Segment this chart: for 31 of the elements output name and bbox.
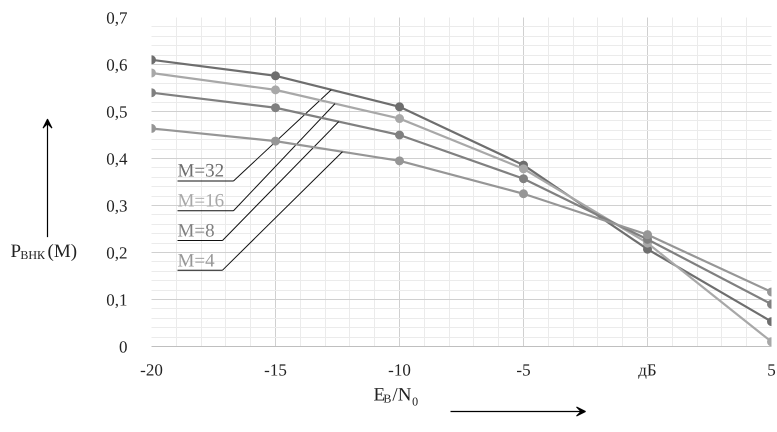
point bbox=[519, 174, 528, 184]
point bbox=[395, 130, 404, 140]
y-tick-label: 0,7 bbox=[106, 8, 128, 28]
point bbox=[271, 103, 280, 112]
x-tick-label: -5 bbox=[516, 360, 531, 380]
point bbox=[271, 71, 280, 80]
y-axis-title: PВНК(M) bbox=[10, 241, 78, 262]
point bbox=[643, 230, 652, 240]
point bbox=[271, 85, 280, 94]
point bbox=[395, 156, 404, 166]
x-tick-label: 5 bbox=[767, 360, 776, 380]
point bbox=[519, 189, 528, 198]
point bbox=[271, 136, 280, 146]
y-tick-label: 0,2 bbox=[106, 244, 128, 262]
text: M=4 bbox=[178, 250, 216, 272]
y-tick-label: 0,3 bbox=[106, 196, 128, 216]
x-tick-label: -10 bbox=[388, 360, 411, 380]
x-tick-label: дБ bbox=[638, 360, 657, 380]
y-tick-label: 0 bbox=[119, 338, 128, 356]
y-tick-label: 0,5 bbox=[106, 102, 128, 122]
y-tick-label: 0,6 bbox=[106, 56, 128, 74]
x-tick-label: -15 bbox=[264, 360, 287, 380]
y-tick-label: 0,1 bbox=[106, 290, 128, 310]
y-tick-label: 0,4 bbox=[106, 150, 128, 168]
x-tick-label: -20 bbox=[140, 360, 163, 380]
text: M=32 bbox=[178, 160, 224, 182]
point bbox=[519, 164, 528, 174]
point bbox=[395, 114, 404, 124]
point bbox=[395, 102, 404, 112]
text: M=16 bbox=[178, 190, 224, 212]
text: M=8 bbox=[178, 220, 215, 242]
